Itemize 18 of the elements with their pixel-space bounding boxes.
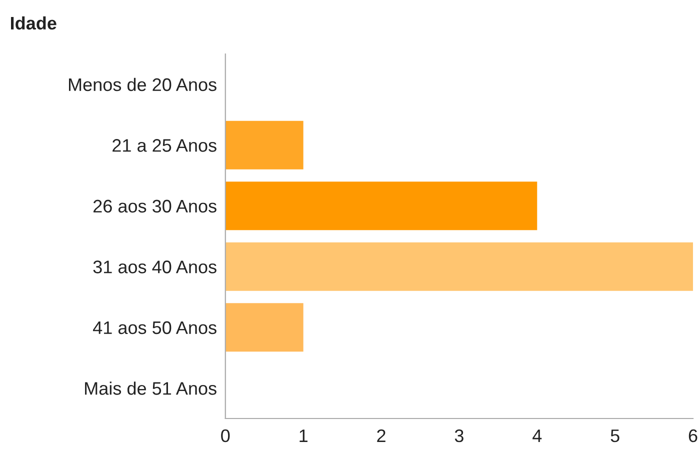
y-tick-label: 31 aos 40 Anos: [93, 260, 216, 274]
bar: [225, 242, 693, 291]
y-tick-label: 26 aos 30 Anos: [93, 200, 216, 213]
y-tick-label: 41 aos 50 Anos: [93, 321, 216, 334]
y-tick-label: Mais de 51 Anos: [85, 382, 216, 395]
y-tick-label: Menos de 20 Anos: [68, 78, 216, 92]
x-tick-label: 0: [221, 429, 230, 442]
text: Idade: [11, 16, 56, 30]
x-tick-label: 3: [454, 429, 464, 442]
bar: [225, 303, 304, 352]
x-tick-label: 4: [532, 430, 542, 442]
bar: [225, 182, 538, 230]
x-tick-label: 6: [688, 429, 698, 442]
bar: [225, 120, 304, 170]
x-tick-label: 5: [610, 430, 620, 442]
y-tick-label: 21 a 25 Anos: [112, 139, 216, 152]
x-tick-label: 2: [377, 429, 386, 442]
x-tick-label: 1: [300, 430, 308, 442]
